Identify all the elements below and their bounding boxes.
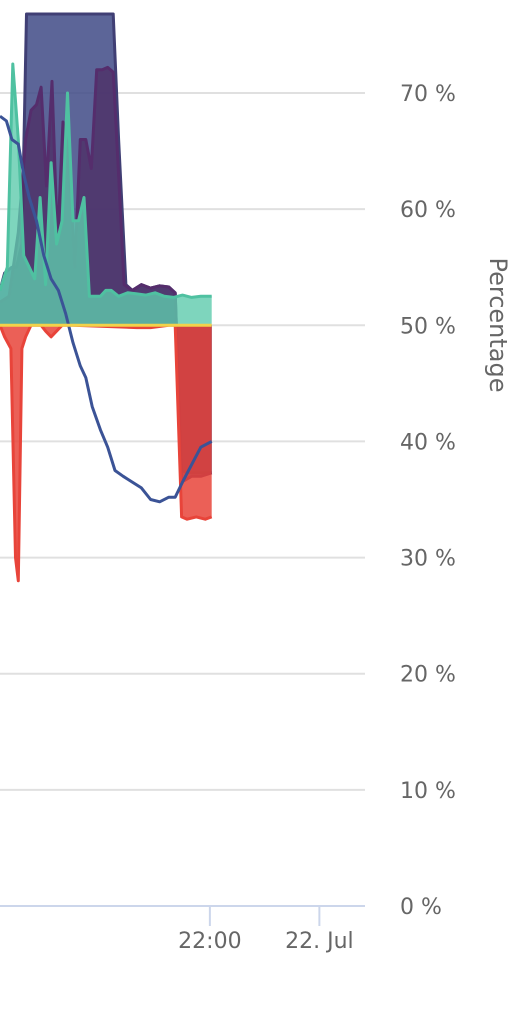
tick-labels: 0 % 10 % 20 % 30 % 40 % 50 % 60 % 70 % 22:00 22. … bbox=[178, 82, 512, 954]
y-tick-label: 60 % bbox=[400, 198, 456, 223]
plot-area bbox=[0, 12, 213, 583]
axes bbox=[0, 905, 365, 926]
y-tick-label: 50 % bbox=[400, 314, 456, 339]
series-2-line bbox=[0, 323, 213, 583]
y-tick-label: 70 % bbox=[400, 82, 456, 107]
y-tick-label: 30 % bbox=[400, 547, 456, 572]
x-tick-label: 22. Jul bbox=[285, 929, 354, 954]
series-3-area bbox=[0, 64, 212, 326]
series-1-line bbox=[0, 65, 213, 484]
x-tick-label: 22:00 bbox=[178, 929, 241, 954]
y-tick-label: 20 % bbox=[400, 663, 456, 688]
series-4-line bbox=[0, 114, 213, 504]
y-tick-label: 0 % bbox=[400, 895, 442, 920]
y-axis-title: Percentage bbox=[484, 257, 512, 392]
y-tick-label: 10 % bbox=[400, 779, 456, 804]
series-3-line bbox=[0, 62, 212, 299]
y-tick-label: 40 % bbox=[400, 430, 456, 455]
